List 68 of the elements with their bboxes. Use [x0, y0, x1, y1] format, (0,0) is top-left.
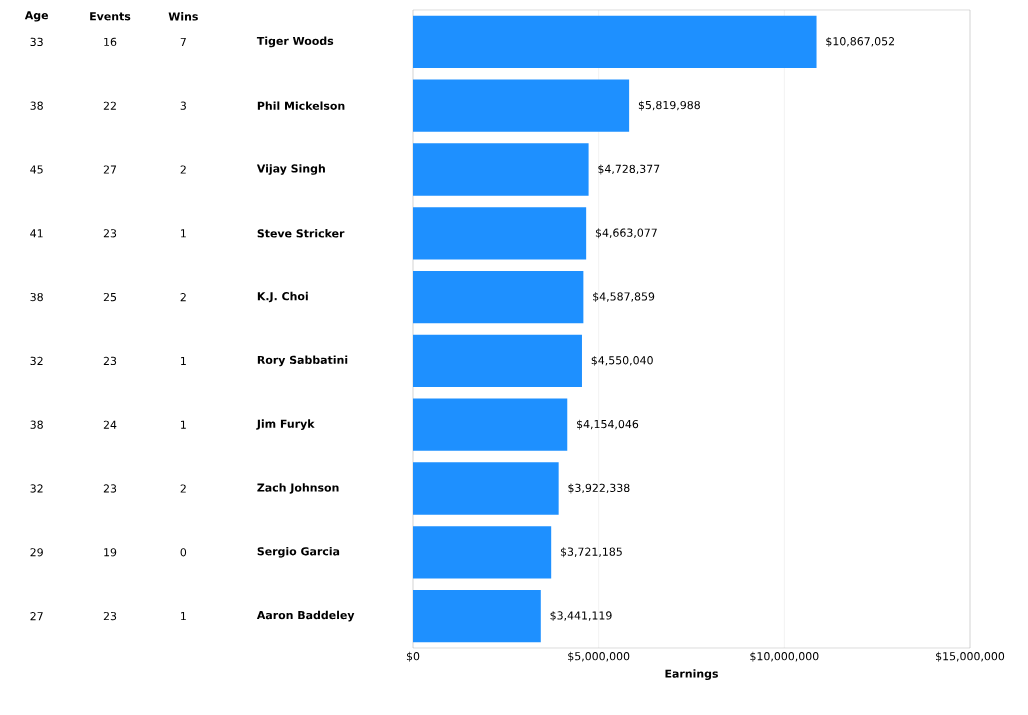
text: 1 [181, 612, 186, 621]
category-label: Events [90, 12, 131, 21]
category-label: Age [24, 11, 49, 22]
text: 38 [30, 420, 43, 429]
y-tick-label: Phil Mickelson [257, 101, 345, 110]
y-tick-label: Tiger Woods [256, 36, 334, 48]
y-tick-label: Jim Furyk [256, 419, 315, 431]
data-label: $3,441,119 [550, 611, 612, 622]
bar [413, 79, 630, 132]
y-tick-label: Zach Johnson [257, 483, 339, 494]
text: 27 [30, 612, 43, 621]
text: 27 [103, 165, 117, 174]
bar [413, 462, 559, 515]
text: 0 [180, 548, 187, 557]
bar [413, 589, 541, 643]
text: 32 [30, 484, 43, 493]
bar [413, 143, 589, 196]
text: 32 [30, 356, 43, 366]
y-tick-label: Rory Sabbatini [257, 355, 348, 367]
text: 45 [30, 165, 43, 174]
y-tick-label: Steve Stricker [257, 229, 345, 238]
y-tick-label: Sergio Garcia [257, 546, 340, 558]
x-tick-label: $10,000,000 [750, 651, 819, 662]
bar [413, 207, 587, 260]
bar [413, 398, 568, 451]
text: 29 [30, 548, 43, 557]
bar [413, 526, 552, 579]
text: 23 [103, 229, 117, 238]
text: 38 [30, 292, 43, 302]
data-label: $4,587,859 [593, 292, 655, 303]
text: 2 [180, 165, 186, 174]
data-label: $3,721,185 [560, 547, 622, 558]
text: 7 [180, 37, 186, 46]
text: 33 [30, 37, 43, 47]
text: 1 [181, 229, 186, 238]
text: 24 [103, 420, 117, 429]
text: 1 [181, 420, 186, 429]
y-tick-label: K.J. Choi [257, 291, 308, 303]
data-label: $4,550,040 [591, 355, 653, 366]
text: 23 [103, 484, 117, 493]
x-tick-label: $15,000,000 [936, 651, 1005, 662]
data-label: $3,922,338 [568, 483, 630, 494]
data-label: $4,154,046 [577, 419, 639, 430]
text: 23 [103, 356, 117, 366]
category-label: Wins [168, 12, 198, 21]
x-tick-label: $0 [406, 651, 420, 662]
text: 3 [180, 101, 186, 110]
text: 38 [30, 101, 43, 110]
bar [413, 15, 817, 69]
x-axis-title: Earnings [665, 669, 718, 680]
text: 2 [180, 484, 186, 493]
text: 16 [104, 37, 117, 47]
y-tick-label: Vijay Singh [256, 164, 325, 175]
data-label: $4,728,377 [598, 164, 660, 175]
data-label: $5,819,988 [638, 100, 700, 111]
text: 19 [104, 548, 117, 557]
text: 1 [181, 356, 186, 365]
text: 23 [103, 611, 117, 621]
data-label: $10,867,052 [826, 36, 894, 47]
x-tick-label: $5,000,000 [568, 651, 630, 662]
y-tick-label: Aaron Baddeley [256, 610, 355, 622]
bar [413, 334, 582, 388]
text: 25 [103, 292, 117, 302]
text: 2 [180, 293, 186, 302]
data-label: $4,663,077 [595, 228, 657, 239]
bar [413, 270, 584, 324]
text: 41 [30, 229, 43, 238]
text: 22 [103, 101, 116, 110]
